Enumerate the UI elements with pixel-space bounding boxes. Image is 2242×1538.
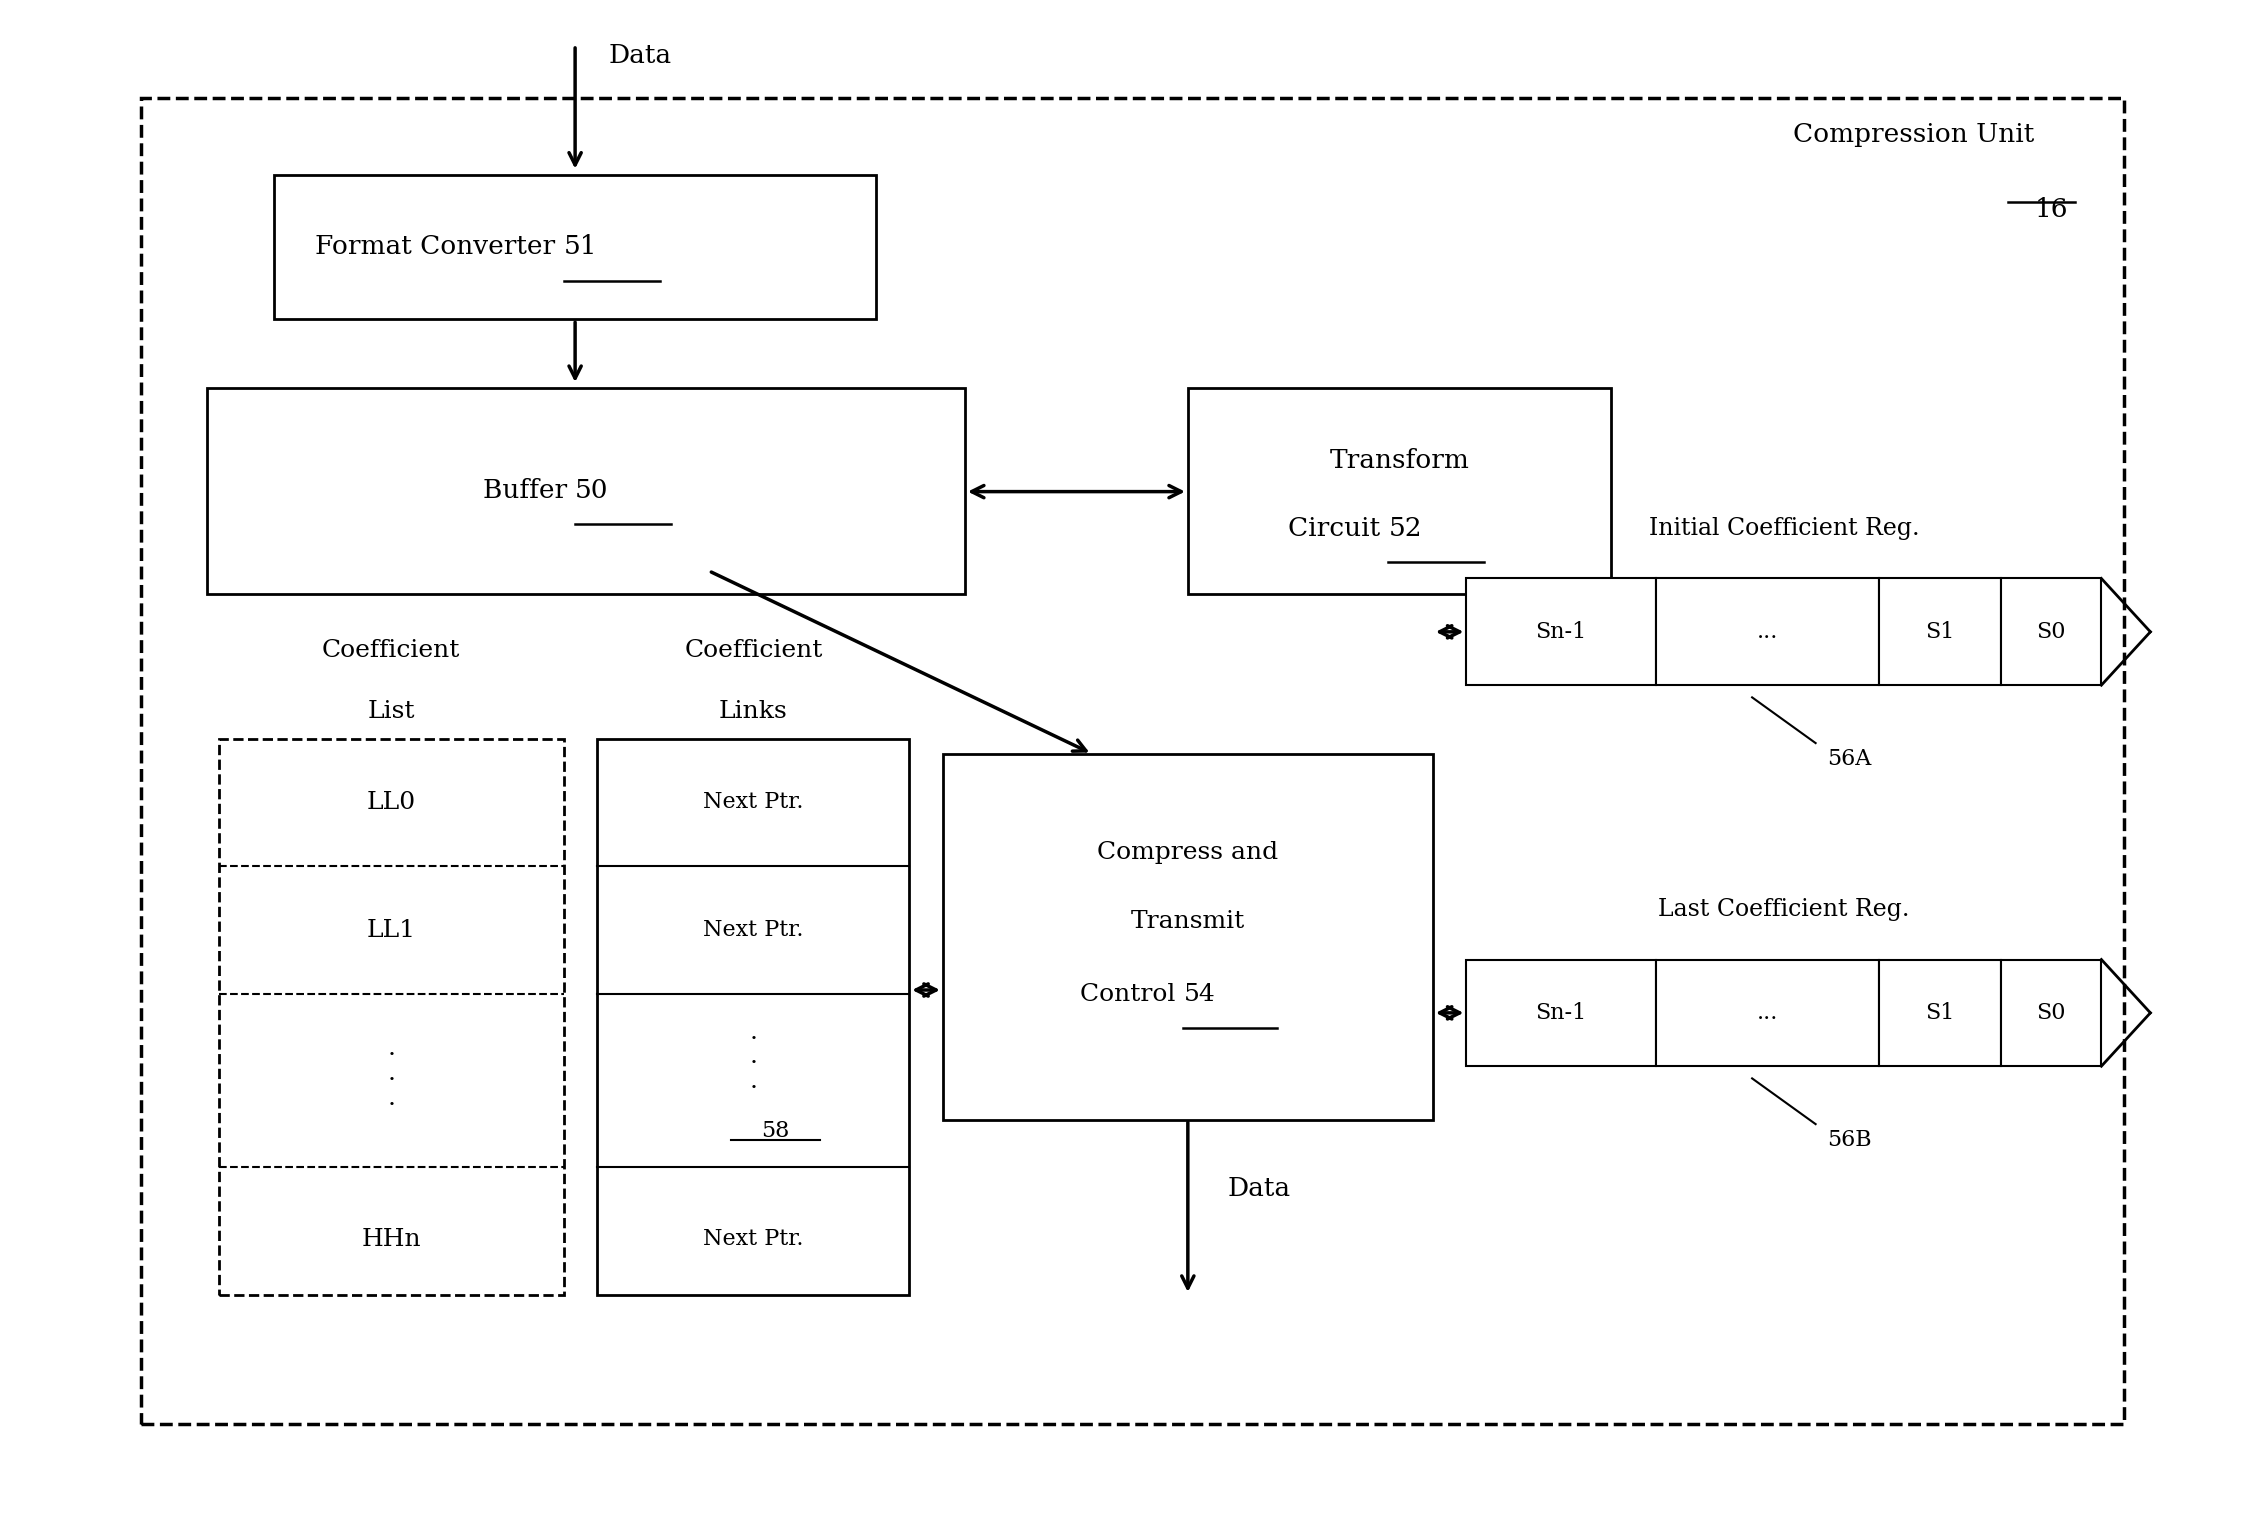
FancyBboxPatch shape xyxy=(1466,960,1657,1066)
Text: ...: ... xyxy=(1755,1001,1778,1024)
Text: LL1: LL1 xyxy=(368,918,415,941)
Text: S1: S1 xyxy=(1926,1001,1955,1024)
Text: Next Ptr.: Next Ptr. xyxy=(704,920,803,941)
Text: S1: S1 xyxy=(1926,621,1955,643)
Text: List: List xyxy=(368,700,415,723)
Text: 50: 50 xyxy=(576,478,608,503)
Text: Next Ptr.: Next Ptr. xyxy=(704,792,803,814)
Text: 51: 51 xyxy=(565,234,596,260)
Text: 58: 58 xyxy=(762,1120,789,1141)
FancyBboxPatch shape xyxy=(1188,388,1612,594)
Text: Buffer: Buffer xyxy=(482,478,576,503)
Text: Sn-1: Sn-1 xyxy=(1536,1001,1587,1024)
Text: Next Ptr.: Next Ptr. xyxy=(704,1229,803,1250)
FancyBboxPatch shape xyxy=(1879,578,2002,684)
Text: 56B: 56B xyxy=(1827,1129,1872,1150)
Text: Initial Coefficient Reg.: Initial Coefficient Reg. xyxy=(1648,517,1919,540)
Text: 16: 16 xyxy=(2033,197,2067,223)
FancyBboxPatch shape xyxy=(1657,578,1879,684)
Text: Circuit: Circuit xyxy=(1287,517,1388,541)
Text: Coefficient: Coefficient xyxy=(323,638,460,661)
FancyBboxPatch shape xyxy=(274,175,877,320)
FancyBboxPatch shape xyxy=(1879,960,2002,1066)
Text: Sn-1: Sn-1 xyxy=(1536,621,1587,643)
Text: 54: 54 xyxy=(1184,983,1215,1006)
FancyBboxPatch shape xyxy=(1466,578,1657,684)
Text: Links: Links xyxy=(720,700,787,723)
FancyBboxPatch shape xyxy=(209,388,964,594)
Text: Data: Data xyxy=(1229,1175,1291,1201)
Text: ·
·
·: · · · xyxy=(388,1044,395,1117)
FancyBboxPatch shape xyxy=(942,754,1433,1120)
Text: Control: Control xyxy=(1081,983,1184,1006)
Text: Coefficient: Coefficient xyxy=(684,638,823,661)
FancyBboxPatch shape xyxy=(2002,960,2101,1066)
Text: ·
·
·: · · · xyxy=(749,1027,758,1100)
Text: Compress and: Compress and xyxy=(1096,841,1278,864)
Text: S0: S0 xyxy=(2036,621,2065,643)
Text: Data: Data xyxy=(608,43,673,68)
FancyBboxPatch shape xyxy=(141,98,2123,1424)
FancyBboxPatch shape xyxy=(2002,578,2101,684)
Text: Last Coefficient Reg.: Last Coefficient Reg. xyxy=(1659,898,1910,921)
Text: HHn: HHn xyxy=(361,1227,421,1250)
Text: LL0: LL0 xyxy=(368,791,415,814)
Text: Transmit: Transmit xyxy=(1130,910,1244,934)
FancyBboxPatch shape xyxy=(596,738,910,1295)
Text: Compression Unit: Compression Unit xyxy=(1794,122,2033,148)
FancyBboxPatch shape xyxy=(1657,960,1879,1066)
Text: ...: ... xyxy=(1755,621,1778,643)
Text: 56A: 56A xyxy=(1827,747,1872,769)
FancyBboxPatch shape xyxy=(220,738,565,1295)
Text: Transform: Transform xyxy=(1330,448,1469,472)
Text: Format Converter: Format Converter xyxy=(316,234,565,260)
Text: 52: 52 xyxy=(1388,517,1421,541)
Text: S0: S0 xyxy=(2036,1001,2065,1024)
